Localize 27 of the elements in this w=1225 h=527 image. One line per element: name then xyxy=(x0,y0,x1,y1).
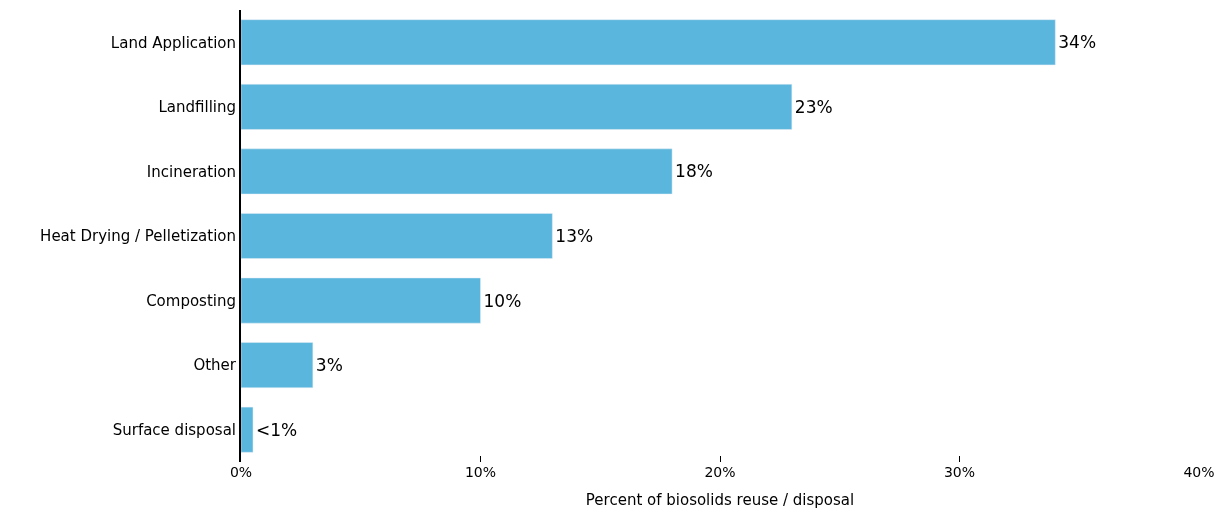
data-label: 34% xyxy=(1058,32,1097,53)
y-tick-label: Composting xyxy=(146,291,236,310)
y-tick-label: Surface disposal xyxy=(112,420,236,439)
data-label: 3% xyxy=(315,355,343,376)
bar xyxy=(241,277,481,324)
y-tick-label: Incineration xyxy=(146,162,236,181)
y-tick-label: Land Application xyxy=(110,33,236,52)
data-label: 10% xyxy=(483,290,522,311)
bar xyxy=(241,213,553,259)
y-tick-label: Landfilling xyxy=(158,98,236,117)
x-tick-label: 0% xyxy=(229,464,253,480)
y-tick-label: Heat Drying / Pelletization xyxy=(40,227,236,246)
x-axis-title: Percent of biosolids reuse / disposal xyxy=(585,491,855,509)
x-tick-label: 10% xyxy=(464,464,497,480)
bar xyxy=(241,19,1056,66)
data-label: 18% xyxy=(675,161,713,182)
data-label: 13% xyxy=(555,226,594,246)
x-tick-label: 40% xyxy=(1183,464,1215,480)
y-tick-label: Other xyxy=(193,356,237,375)
data-label: <1% xyxy=(255,419,298,440)
bar xyxy=(241,84,793,130)
bar xyxy=(241,342,314,388)
bar xyxy=(241,406,254,453)
data-label: 23% xyxy=(794,96,833,117)
bar xyxy=(241,148,673,195)
x-tick-label: 20% xyxy=(704,464,736,480)
x-tick-label: 30% xyxy=(943,464,976,480)
